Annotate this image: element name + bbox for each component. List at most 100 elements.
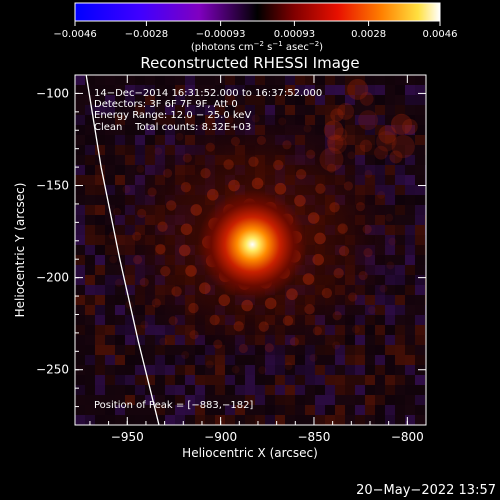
texture-tile bbox=[385, 105, 395, 115]
texture-tile bbox=[175, 345, 185, 355]
texture-tile bbox=[395, 355, 405, 365]
texture-tile bbox=[335, 75, 345, 85]
texture-tile bbox=[175, 415, 185, 425]
texture-tile bbox=[85, 115, 95, 125]
texture-tile bbox=[155, 375, 165, 385]
texture-tile bbox=[85, 355, 95, 365]
texture-tile bbox=[305, 95, 315, 105]
texture-tile bbox=[305, 395, 315, 405]
texture-tile bbox=[285, 375, 295, 385]
texture-tile bbox=[105, 135, 115, 145]
texture-tile bbox=[365, 85, 375, 95]
texture-tile bbox=[275, 395, 285, 405]
texture-tile bbox=[415, 335, 425, 345]
texture-tile bbox=[225, 405, 235, 415]
texture-tile bbox=[105, 95, 115, 105]
texture-tile bbox=[305, 355, 315, 365]
texture-tile bbox=[95, 395, 105, 405]
texture-tile bbox=[175, 405, 185, 415]
texture-tile bbox=[75, 215, 85, 225]
texture-tile bbox=[395, 135, 405, 145]
ripple-spot bbox=[213, 339, 223, 349]
ripple-spot bbox=[374, 145, 389, 160]
texture-tile bbox=[105, 415, 115, 425]
texture-tile bbox=[145, 85, 155, 95]
ripple-spot bbox=[160, 266, 171, 277]
texture-tile bbox=[155, 415, 165, 425]
texture-tile bbox=[95, 275, 105, 285]
texture-tile bbox=[75, 245, 85, 255]
texture-tile bbox=[135, 335, 145, 345]
texture-tile bbox=[205, 355, 215, 365]
texture-tile bbox=[275, 75, 285, 85]
texture-tile bbox=[335, 365, 345, 375]
texture-tile bbox=[205, 365, 215, 375]
texture-tile bbox=[395, 415, 405, 425]
texture-tile bbox=[385, 415, 395, 425]
ripple-spot bbox=[188, 302, 199, 314]
ripple-spot bbox=[228, 179, 240, 192]
texture-tile bbox=[75, 355, 85, 365]
texture-tile bbox=[355, 345, 365, 355]
texture-tile bbox=[385, 355, 395, 365]
texture-tile bbox=[395, 115, 405, 125]
texture-tile bbox=[155, 355, 165, 365]
texture-tile bbox=[125, 105, 135, 115]
ripple-spot bbox=[190, 204, 203, 216]
texture-tile bbox=[115, 125, 125, 135]
texture-tile bbox=[325, 395, 335, 405]
texture-tile bbox=[75, 305, 85, 315]
texture-tile bbox=[85, 395, 95, 405]
ripple-spot bbox=[231, 365, 240, 374]
texture-tile bbox=[255, 75, 265, 85]
texture-tile bbox=[415, 385, 425, 395]
texture-tile bbox=[115, 325, 125, 335]
texture-tile bbox=[215, 395, 225, 405]
texture-tile bbox=[365, 95, 375, 105]
texture-tile bbox=[95, 235, 105, 245]
texture-tile bbox=[385, 405, 395, 415]
texture-tile bbox=[415, 105, 425, 115]
ripple-spot bbox=[282, 140, 292, 150]
texture-tile bbox=[155, 95, 165, 105]
texture-tile bbox=[225, 365, 235, 375]
ripple-spot bbox=[286, 288, 298, 301]
texture-tile bbox=[405, 205, 415, 215]
texture-tile bbox=[315, 105, 325, 115]
ripple-spot bbox=[378, 125, 397, 144]
ripple-spot bbox=[330, 108, 344, 122]
texture-tile bbox=[385, 95, 395, 105]
texture-tile bbox=[155, 105, 165, 115]
texture-tile bbox=[345, 355, 355, 365]
texture-tile bbox=[125, 335, 135, 345]
texture-tile bbox=[395, 395, 405, 405]
texture-tile bbox=[405, 95, 415, 105]
texture-tile bbox=[75, 175, 85, 185]
texture-tile bbox=[75, 415, 85, 425]
x-tick-label: −850 bbox=[297, 430, 330, 444]
ripple-spot bbox=[329, 202, 340, 213]
texture-tile bbox=[375, 305, 385, 315]
texture-tile bbox=[305, 375, 315, 385]
texture-tile bbox=[245, 75, 255, 85]
texture-tile bbox=[345, 405, 355, 415]
texture-tile bbox=[265, 75, 275, 85]
texture-tile bbox=[145, 325, 155, 335]
texture-tile bbox=[95, 85, 105, 95]
texture-tile bbox=[125, 365, 135, 375]
y-tick-label: −200 bbox=[36, 271, 69, 285]
texture-tile bbox=[315, 395, 325, 405]
texture-tile bbox=[405, 75, 415, 85]
texture-tile bbox=[145, 125, 155, 135]
colorbar-tick-label: −0.0046 bbox=[53, 29, 96, 40]
texture-tile bbox=[345, 365, 355, 375]
texture-tile bbox=[115, 415, 125, 425]
ripple-spot bbox=[205, 142, 215, 152]
texture-tile bbox=[335, 115, 345, 125]
ripple-spot bbox=[358, 110, 379, 131]
ripple-spot bbox=[162, 168, 173, 178]
texture-tile bbox=[135, 395, 145, 405]
ripple-spot bbox=[326, 163, 337, 173]
texture-tile bbox=[75, 335, 85, 345]
texture-tile bbox=[195, 415, 205, 425]
